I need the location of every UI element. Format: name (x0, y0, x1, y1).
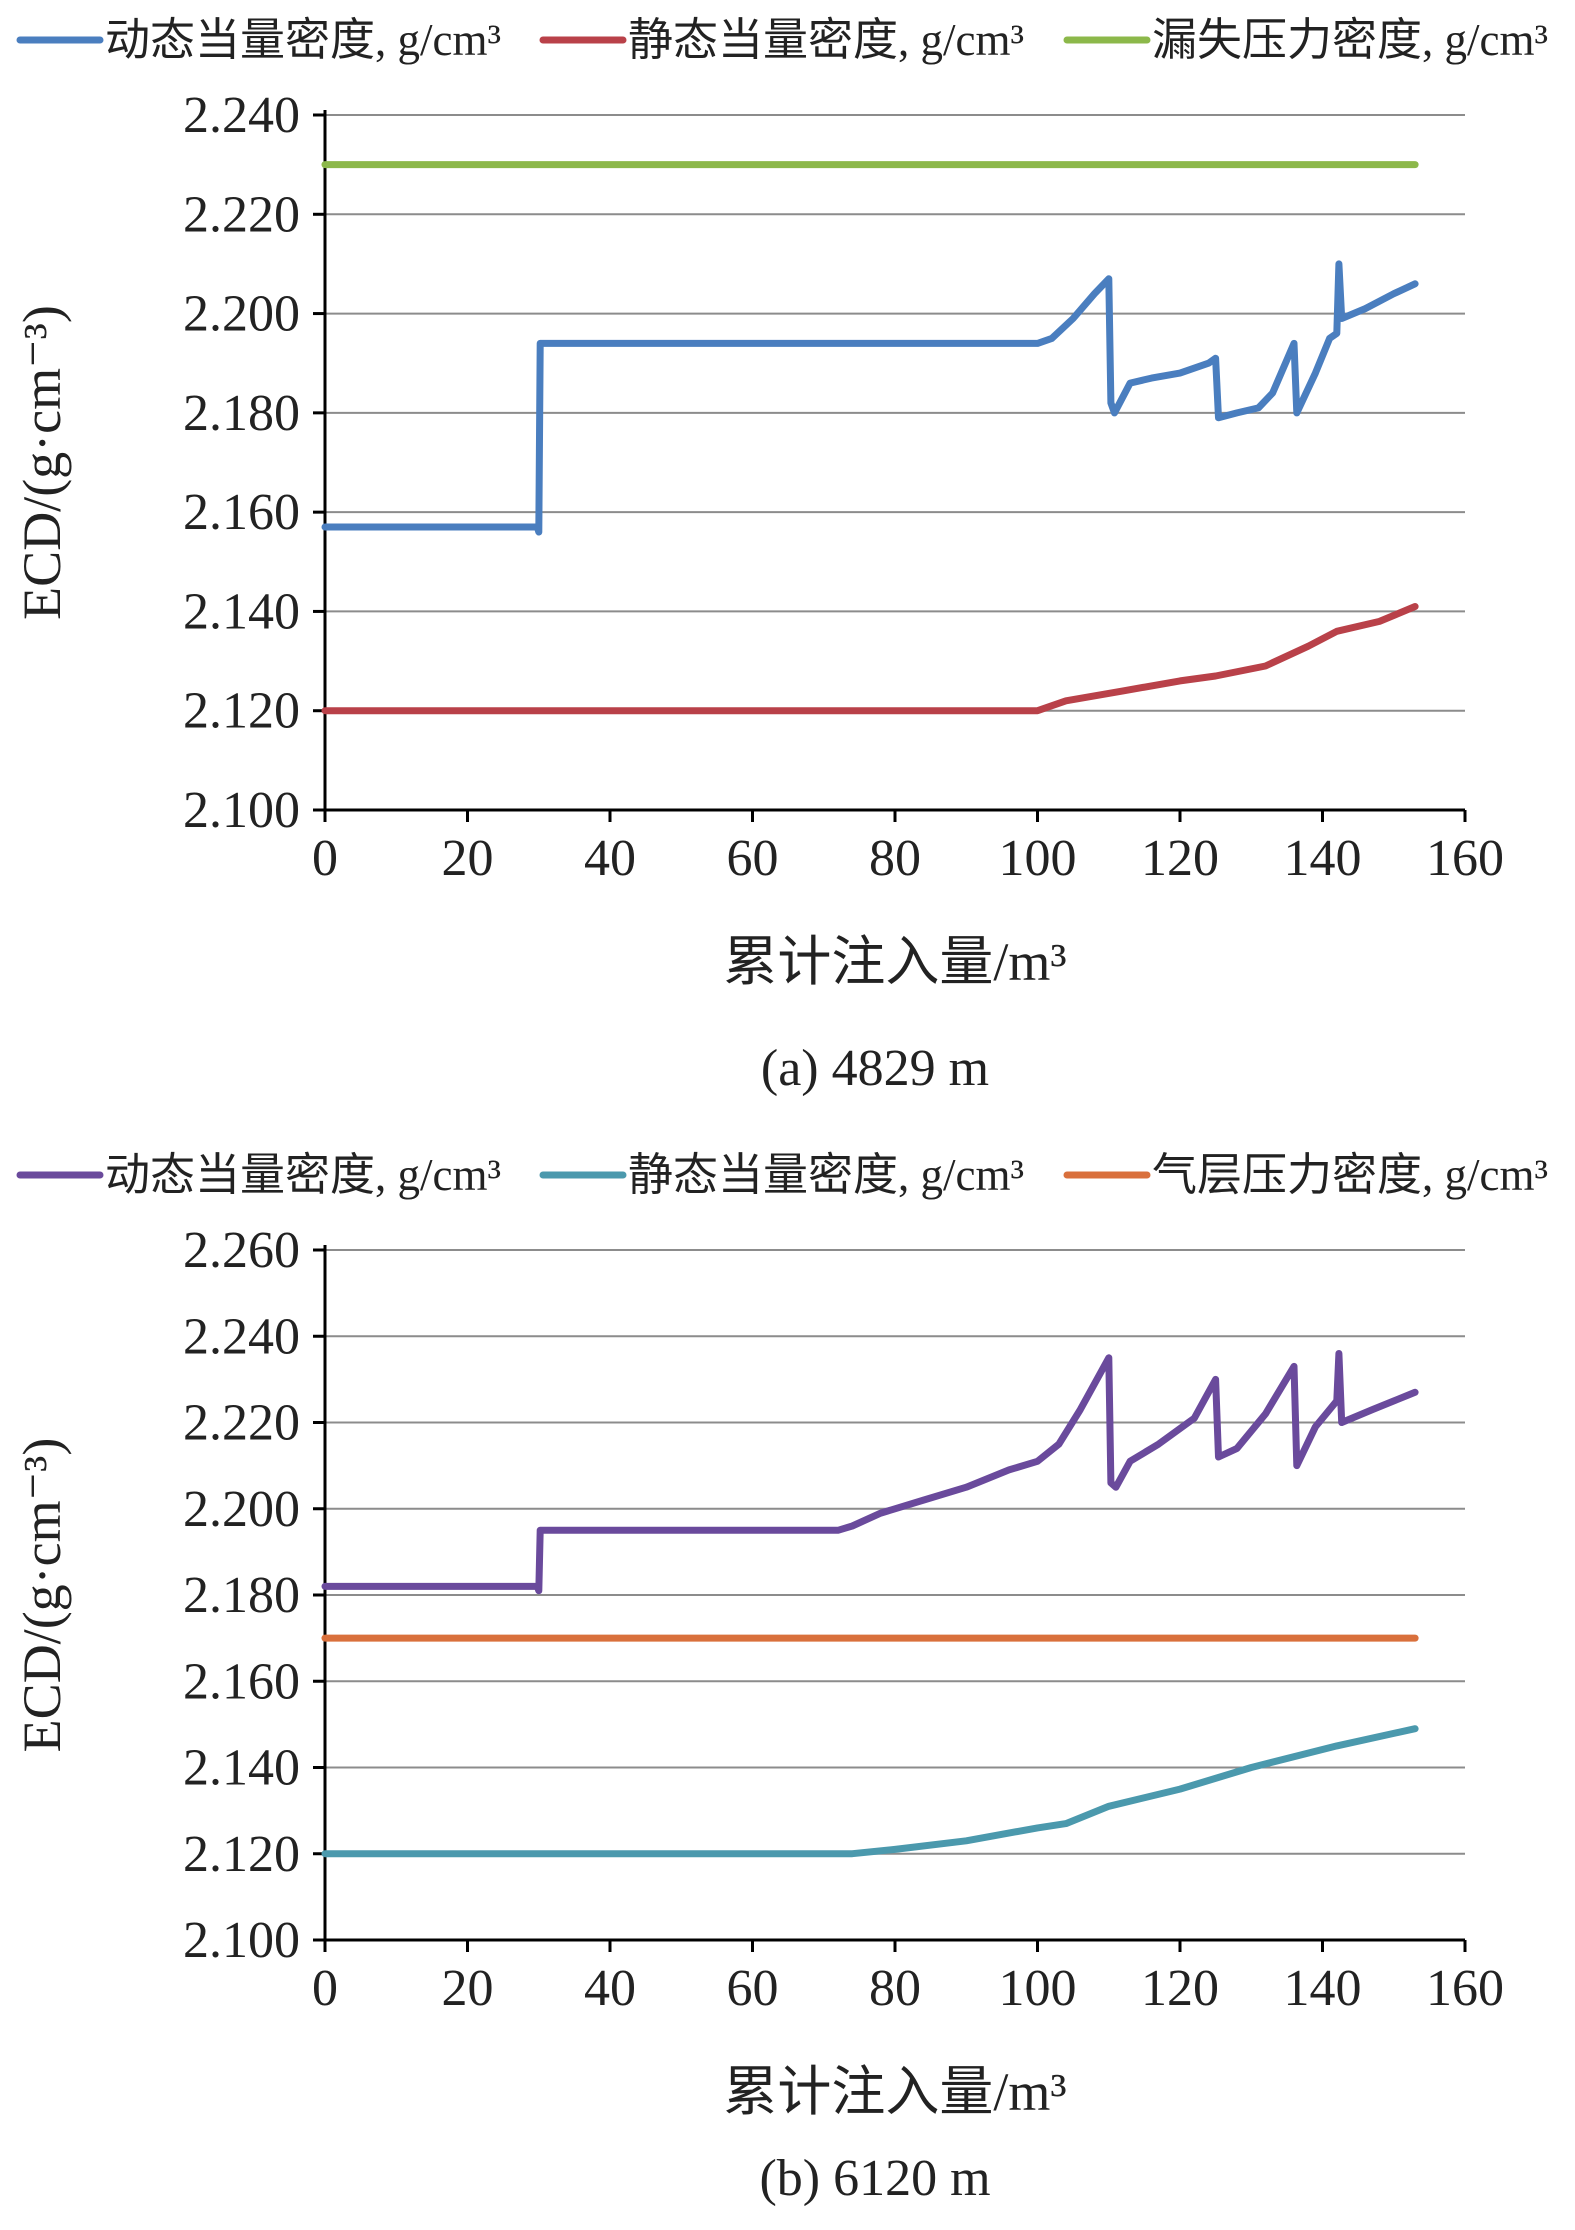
axis-lines (323, 1245, 1465, 1942)
series-line-2 (321, 603, 1419, 715)
legend-entry: 静态当量密度, g/cm³ (628, 15, 1024, 65)
x-tick-label: 120 (1141, 830, 1219, 887)
y-tick-label: 2.240 (183, 1308, 300, 1365)
y-tick-label: 2.200 (183, 286, 300, 343)
x-tick-label: 100 (999, 830, 1077, 887)
axis-lines (323, 110, 1465, 812)
legend-entry: 静态当量密度, g/cm³ (628, 1150, 1024, 1200)
y-tick-label: 2.260 (183, 1222, 300, 1279)
x-tick-label: 40 (584, 830, 636, 887)
legend-entry: 动态当量密度, g/cm³ (105, 1150, 501, 1200)
y-tick-label: 2.140 (183, 1740, 300, 1797)
x-tick-label: 140 (1284, 830, 1362, 887)
chart-caption: (b) 6120 m (759, 2150, 990, 2207)
legend-entry: 动态当量密度, g/cm³ (105, 15, 501, 65)
x-tick-label: 160 (1426, 830, 1504, 887)
legend-entry: 气层压力密度, g/cm³ (1152, 1150, 1548, 1200)
x-tick-label: 80 (869, 830, 921, 887)
chart-panel-b: 2.100 2.120 2.140 2.160 2.180 2.200 2.220 2.240… (12, 1150, 1548, 2207)
x-tick-label: 120 (1141, 1960, 1219, 2017)
x-tick-label: 60 (727, 1960, 779, 2017)
y-tick-label: 2.160 (183, 1653, 300, 1710)
x-tick-label: 20 (442, 1960, 494, 2017)
y-tick-label: 2.120 (183, 683, 300, 740)
y-axis-title: ECD/(g·cm⁻³) (12, 1438, 72, 1753)
x-tick-label: 140 (1284, 1960, 1362, 2017)
y-tick-label: 2.140 (183, 583, 300, 640)
series-line-1 (321, 1350, 1419, 1595)
x-axis-title: 累计注入量/m³ (723, 2062, 1066, 2122)
x-tick-label: 20 (442, 830, 494, 887)
x-tick-label: 0 (312, 830, 338, 887)
series-line-2 (321, 1725, 1419, 1858)
y-tick-label: 2.200 (183, 1481, 300, 1538)
y-tick-label: 2.160 (183, 484, 300, 541)
y-tick-label: 2.100 (183, 782, 300, 839)
y-tick-label: 2.220 (183, 186, 300, 243)
chart-caption: (a) 4829 m (761, 1040, 989, 1097)
y-axis-title: ECD/(g·cm⁻³) (12, 305, 72, 620)
y-tick-label: 2.220 (183, 1395, 300, 1452)
x-tick-label: 160 (1426, 1960, 1504, 2017)
x-tick-label: 80 (869, 1960, 921, 2017)
y-tick-label: 2.100 (183, 1912, 300, 1969)
x-axis-title: 累计注入量/m³ (723, 932, 1066, 992)
series-line-1 (321, 260, 1419, 536)
y-tick-label: 2.240 (183, 87, 300, 144)
x-tick-label: 100 (999, 1960, 1077, 2017)
x-tick-label: 60 (727, 830, 779, 887)
x-tick-label: 40 (584, 1960, 636, 2017)
chart-panel-a: 2.100 2.120 2.140 2.160 2.180 2.200 2.220 2.240… (12, 15, 1548, 1097)
y-tick-label: 2.180 (183, 1567, 300, 1624)
x-tick-label: 0 (312, 1960, 338, 2017)
y-tick-label: 2.120 (183, 1826, 300, 1883)
legend-entry: 漏失压力密度, g/cm³ (1152, 15, 1548, 65)
y-tick-label: 2.180 (183, 385, 300, 442)
